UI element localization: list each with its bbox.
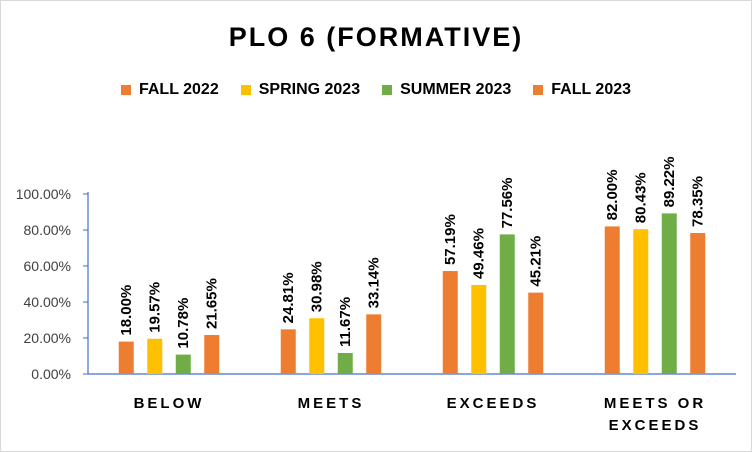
legend: FALL 2022 SPRING 2023 SUMMER 2023 FALL 2023 bbox=[0, 81, 752, 99]
chart-title: PLO 6 (FORMATIVE) bbox=[228, 22, 524, 52]
y-tick-label: 100.00% bbox=[16, 186, 71, 202]
bar bbox=[366, 314, 382, 374]
legend-swatch bbox=[533, 85, 544, 95]
bar bbox=[337, 352, 353, 374]
legend-label: SPRING 2023 bbox=[258, 81, 361, 98]
legend-label: FALL 2023 bbox=[551, 81, 632, 98]
legend-item: FALL 2023 bbox=[533, 81, 631, 99]
bar bbox=[147, 338, 163, 374]
data-label: 21.65% bbox=[204, 278, 221, 329]
data-label: 49.46% bbox=[471, 228, 488, 279]
data-label: 77.56% bbox=[499, 178, 516, 229]
data-label: 10.78% bbox=[175, 298, 192, 349]
data-label: 24.81% bbox=[280, 272, 297, 323]
bar bbox=[528, 292, 544, 374]
category-label: EXCEEDS bbox=[609, 417, 702, 434]
bar bbox=[175, 354, 191, 374]
data-label: 78.35% bbox=[690, 176, 707, 227]
category-label: MEETS bbox=[298, 395, 365, 412]
category-label: BELOW bbox=[134, 395, 205, 412]
bar bbox=[499, 234, 515, 374]
data-label: 18.00% bbox=[118, 285, 135, 336]
y-tick-label: 0.00% bbox=[31, 366, 71, 382]
data-label: 45.21% bbox=[528, 236, 545, 287]
bar bbox=[690, 232, 706, 374]
bar bbox=[604, 226, 620, 374]
data-label: 11.67% bbox=[337, 297, 354, 347]
bar bbox=[118, 341, 134, 374]
legend-swatch bbox=[120, 85, 131, 95]
bar bbox=[471, 284, 487, 374]
y-tick-label: 40.00% bbox=[24, 294, 71, 310]
y-tick-label: 60.00% bbox=[24, 258, 71, 274]
data-label: 57.19% bbox=[442, 214, 459, 265]
legend-swatch bbox=[240, 85, 251, 95]
data-label: 82.00% bbox=[604, 170, 621, 221]
bar bbox=[442, 271, 458, 374]
legend-item: SUMMER 2023 bbox=[382, 81, 511, 99]
data-label: 80.43% bbox=[633, 172, 650, 223]
data-label: 19.57% bbox=[147, 282, 164, 333]
data-label: 30.98% bbox=[309, 261, 326, 312]
legend-item: FALL 2022 bbox=[120, 81, 219, 99]
y-tick-label: 80.00% bbox=[24, 222, 71, 238]
legend-item: SPRING 2023 bbox=[240, 81, 361, 99]
category-label: EXCEEDS bbox=[447, 395, 540, 412]
category-label: MEETS OR bbox=[604, 395, 706, 412]
legend-swatch bbox=[382, 85, 393, 95]
bar bbox=[309, 318, 325, 374]
bar bbox=[633, 229, 649, 374]
bar bbox=[280, 329, 296, 374]
data-label: 89.22% bbox=[661, 157, 678, 208]
bar bbox=[204, 335, 220, 374]
bar bbox=[661, 213, 677, 374]
y-tick-label: 20.00% bbox=[24, 330, 71, 346]
legend-label: SUMMER 2023 bbox=[400, 81, 512, 98]
legend-label: FALL 2022 bbox=[138, 81, 219, 98]
data-label: 33.14% bbox=[366, 257, 383, 308]
